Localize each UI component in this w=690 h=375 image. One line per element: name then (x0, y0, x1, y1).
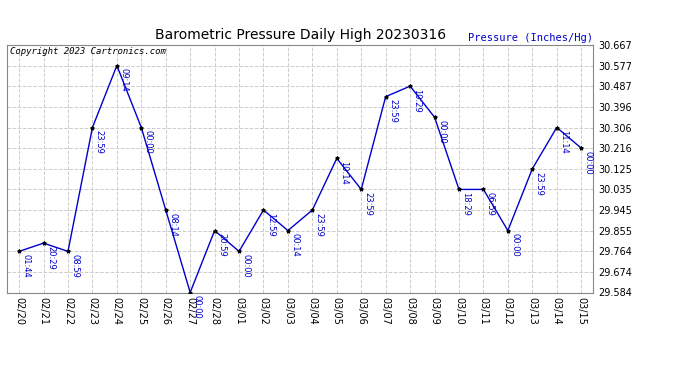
Text: Pressure (Inches/Hg): Pressure (Inches/Hg) (469, 33, 593, 42)
Text: 00:00: 00:00 (511, 233, 520, 257)
Point (478, 186, 489, 192)
Point (87, 124, 98, 130)
Text: 12:59: 12:59 (266, 213, 275, 237)
Point (136, 124, 147, 130)
Point (160, 207, 171, 213)
Text: 18:29: 18:29 (462, 192, 471, 216)
Point (38, 240, 49, 246)
Point (575, 145, 586, 151)
Text: 11:14: 11:14 (559, 130, 568, 154)
Point (404, 83, 415, 89)
Text: Copyright 2023 Cartronics.com: Copyright 2023 Cartronics.com (10, 48, 166, 57)
Point (331, 155, 342, 161)
Text: 00:14: 00:14 (290, 233, 299, 257)
Point (111, 63, 122, 69)
Text: 23:59: 23:59 (95, 130, 104, 154)
Point (453, 186, 464, 192)
Text: 23:59: 23:59 (315, 213, 324, 237)
Text: 00:00: 00:00 (193, 295, 201, 319)
Text: 23:59: 23:59 (535, 172, 544, 195)
Text: 20:59: 20:59 (217, 233, 226, 257)
Point (380, 94, 391, 100)
Point (429, 114, 440, 120)
Point (282, 228, 293, 234)
Text: 10:14: 10:14 (339, 161, 348, 185)
Point (209, 228, 220, 234)
Point (551, 124, 562, 130)
Text: 08:59: 08:59 (70, 254, 79, 278)
Text: 00:00: 00:00 (144, 130, 152, 154)
Text: 23:59: 23:59 (364, 192, 373, 216)
Point (185, 290, 196, 296)
Point (307, 207, 318, 213)
Point (258, 207, 269, 213)
Text: 23:59: 23:59 (388, 99, 397, 123)
Point (14, 248, 25, 254)
Text: 00:00: 00:00 (584, 151, 593, 175)
Text: 06:59: 06:59 (486, 192, 495, 216)
Text: 08:14: 08:14 (168, 213, 177, 237)
Text: 20:29: 20:29 (46, 246, 55, 270)
Point (233, 248, 244, 254)
Text: 01:44: 01:44 (21, 254, 30, 278)
Point (356, 186, 367, 192)
Title: Barometric Pressure Daily High 20230316: Barometric Pressure Daily High 20230316 (155, 28, 446, 42)
Text: 10:29: 10:29 (413, 89, 422, 112)
Point (63, 248, 74, 254)
Point (502, 228, 513, 234)
Point (526, 166, 538, 172)
Text: 00:00: 00:00 (437, 120, 446, 144)
Text: 09:14: 09:14 (119, 68, 128, 92)
Text: 00:00: 00:00 (241, 254, 250, 278)
